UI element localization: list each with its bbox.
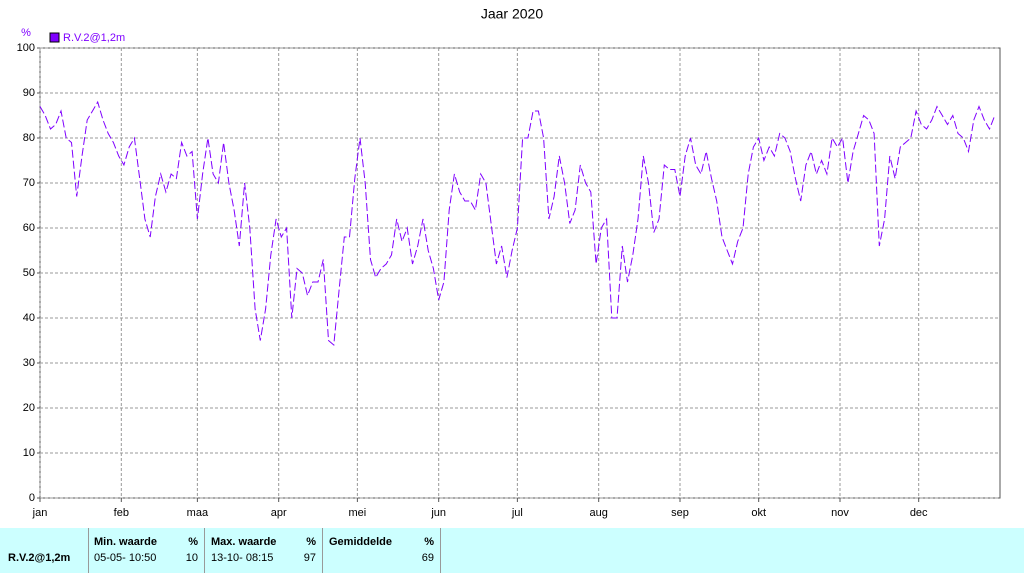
stats-title: Gemiddelde bbox=[329, 536, 392, 548]
stats-label-col: R.V.2@1,2m bbox=[0, 528, 89, 573]
x-tick-label: aug bbox=[590, 507, 608, 519]
stats-time: 13-10- 08:15 bbox=[211, 552, 274, 564]
x-tick-label: okt bbox=[751, 507, 766, 519]
y-tick-label: 10 bbox=[23, 447, 35, 459]
y-tick-label: 80 bbox=[23, 132, 35, 144]
y-tick-label: 90 bbox=[23, 87, 35, 99]
y-tick-label: 70 bbox=[23, 177, 35, 189]
x-tick-label: feb bbox=[114, 507, 129, 519]
y-tick-label: 60 bbox=[23, 222, 35, 234]
stats-col: Min. waarde% 05-05- 10:50 10 bbox=[88, 528, 205, 573]
stats-series: R.V.2@1,2m bbox=[8, 552, 71, 564]
x-tick-label: jan bbox=[32, 507, 48, 519]
y-tick-label: 20 bbox=[23, 402, 35, 414]
stats-unit: % bbox=[188, 536, 198, 548]
stats-col: Gemiddelde% 69 bbox=[323, 528, 441, 573]
x-tick-label: jun bbox=[430, 507, 446, 519]
y-tick-label: 100 bbox=[17, 42, 35, 54]
y-unit: % bbox=[21, 27, 31, 39]
stats-value: 69 bbox=[421, 552, 434, 564]
x-tick-label: mei bbox=[349, 507, 367, 519]
stats-title: Max. waarde bbox=[211, 536, 277, 548]
y-tick-label: 0 bbox=[29, 492, 35, 504]
x-tick-label: nov bbox=[831, 507, 849, 519]
x-tick-label: apr bbox=[271, 507, 287, 519]
stats-value: 10 bbox=[185, 552, 198, 564]
legend-label: R.V.2@1,2m bbox=[63, 32, 125, 44]
x-tick-label: dec bbox=[910, 507, 928, 519]
x-tick-label: jul bbox=[511, 507, 523, 519]
legend-swatch bbox=[49, 32, 60, 43]
x-tick-label: sep bbox=[671, 507, 689, 519]
stats-title: Min. waarde bbox=[94, 536, 157, 548]
stats-value: 97 bbox=[303, 552, 316, 564]
stats-time: 05-05- 10:50 bbox=[94, 552, 157, 564]
y-tick-label: 30 bbox=[23, 357, 35, 369]
stats-col: Max. waarde% 13-10- 08:15 97 bbox=[205, 528, 323, 573]
data-line bbox=[39, 100, 996, 347]
stats-table: R.V.2@1,2m Min. waarde% 05-05- 10:50 10 Max… bbox=[0, 528, 1024, 573]
stats-unit: % bbox=[424, 536, 434, 548]
y-tick-label: 50 bbox=[23, 267, 35, 279]
y-tick-label: 40 bbox=[23, 312, 35, 324]
stats-unit: % bbox=[306, 536, 316, 548]
chart: Jaar 2020 % 0 10 20 30 40 50 60 70 80 90 100 jan feb… bbox=[17, 6, 1001, 519]
x-tick-label: maa bbox=[187, 507, 209, 519]
chart-title: Jaar 2020 bbox=[481, 6, 543, 22]
